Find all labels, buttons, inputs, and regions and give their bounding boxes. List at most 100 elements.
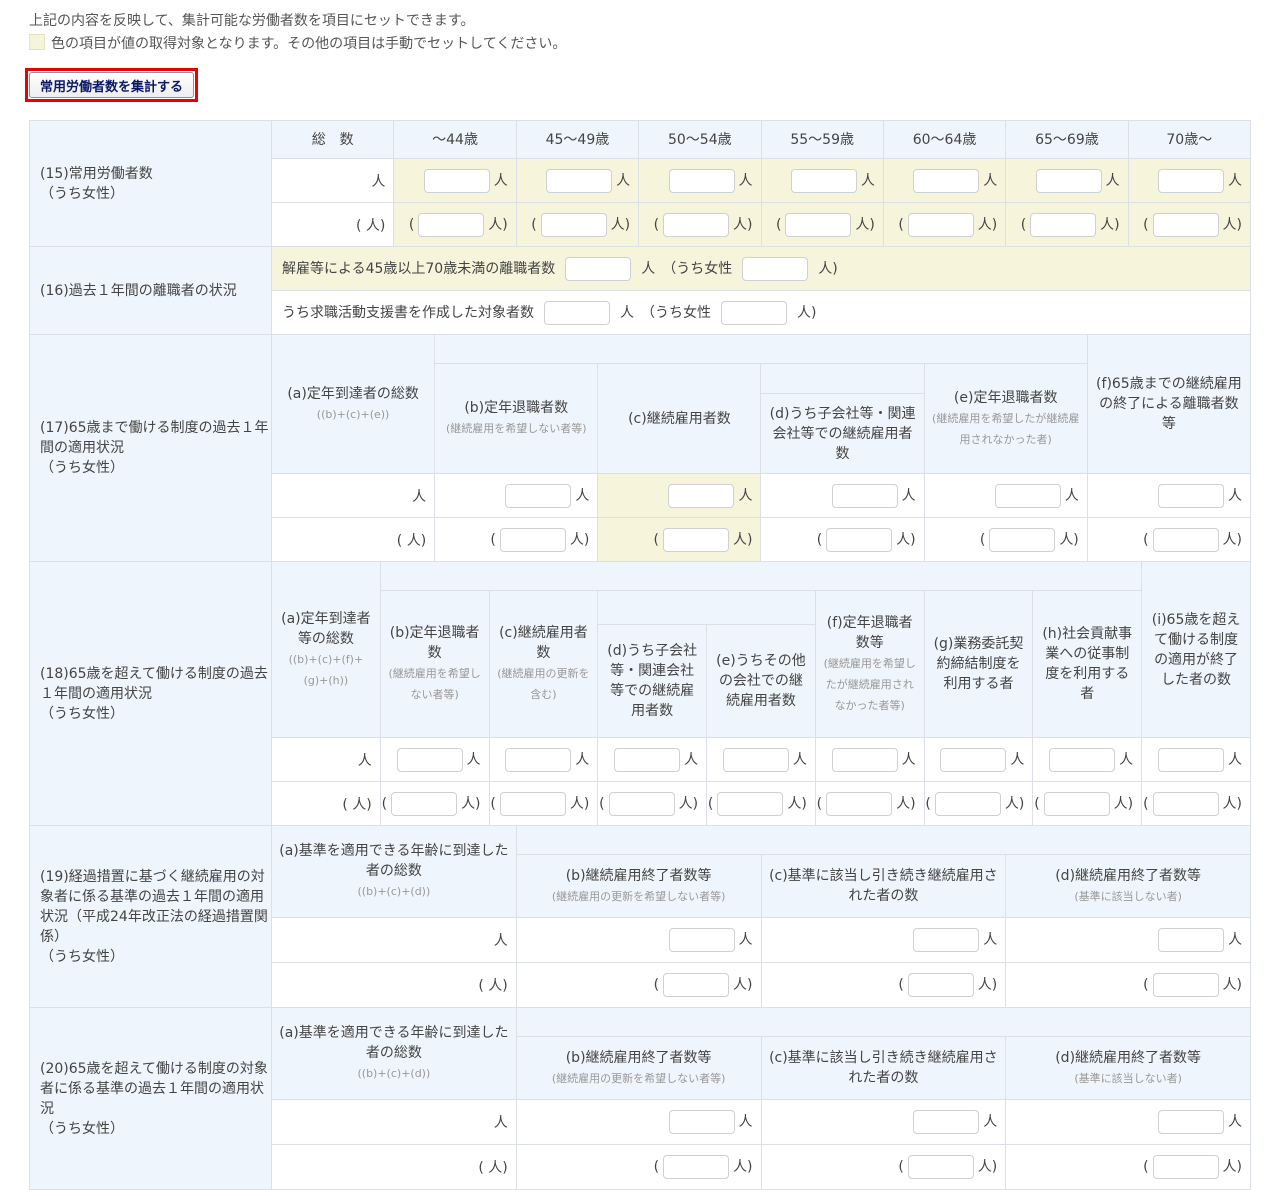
female-count-row: ( 人)(人)(人)(人)(人)(人)(人)(人)(人) <box>30 781 1251 826</box>
count-input[interactable] <box>913 1110 980 1134</box>
target-color-swatch <box>29 34 45 50</box>
count-input[interactable] <box>1158 168 1224 193</box>
count-input[interactable] <box>831 483 898 508</box>
count-input[interactable] <box>505 483 572 508</box>
female-count-input[interactable] <box>907 212 974 237</box>
job-support-count-input[interactable] <box>544 300 610 325</box>
count-input[interactable] <box>668 168 735 193</box>
count-input[interactable] <box>668 483 735 508</box>
col-header-e: (e)うちその他の会社での継続雇用者数 <box>706 624 816 738</box>
col-header-a: (a)定年到達者等の総数 ((b)+(c)+(f)+(g)+(h)) <box>271 561 381 738</box>
paren-open: ( <box>898 977 904 993</box>
total-female-unit: ( 人) <box>478 978 508 994</box>
data-cell: 人 <box>760 1099 1007 1145</box>
female-count-input[interactable] <box>1043 791 1110 816</box>
female-count-input[interactable] <box>826 791 893 816</box>
female-count-input[interactable] <box>934 791 1001 816</box>
unit-label: 人 <box>901 487 916 504</box>
data-cell: 人 <box>597 737 708 782</box>
unit-label: 人) <box>1100 216 1120 233</box>
count-input[interactable] <box>1035 168 1102 193</box>
female-count-input[interactable] <box>608 791 675 816</box>
section-20: (20)65歳を超えて働ける制度の対象者に係る基準の過去１年間の適用状況 （うち女… <box>29 1007 1252 1190</box>
female-count-input[interactable] <box>391 791 458 816</box>
dismissal-female-input[interactable] <box>742 256 809 281</box>
data-cell: ( 人) <box>271 1144 517 1190</box>
count-input[interactable] <box>1158 483 1224 508</box>
female-count-input[interactable] <box>989 527 1056 552</box>
data-cell: (人) <box>760 962 1007 1008</box>
data-cell: 人 <box>1005 917 1251 963</box>
job-support-female-input[interactable] <box>721 300 787 325</box>
header-spacer <box>597 590 816 625</box>
female-count-input[interactable] <box>663 527 729 552</box>
count-input[interactable] <box>1158 928 1224 952</box>
female-count-input[interactable] <box>499 527 566 552</box>
female-count-input[interactable] <box>1030 212 1097 237</box>
dismissal-row: 解雇等による45歳以上70歳未満の離職者数人 （うち女性 人) <box>271 246 1251 291</box>
col-header-i: (i)65歳を超えて働ける制度の適用が終了した者の数 <box>1141 561 1251 738</box>
paren-open: ( <box>1020 216 1027 233</box>
count-input[interactable] <box>1049 747 1116 772</box>
female-count-input[interactable] <box>499 791 566 816</box>
female-count-input[interactable] <box>663 973 730 997</box>
female-count-input[interactable] <box>540 212 607 237</box>
female-count-input[interactable] <box>785 212 852 237</box>
count-input[interactable] <box>1158 1110 1224 1134</box>
dismissal-count-input[interactable] <box>565 256 632 281</box>
female-count-input[interactable] <box>1152 973 1219 997</box>
unit-label: 人 <box>983 932 998 948</box>
count-input[interactable] <box>913 928 980 952</box>
female-count-input[interactable] <box>663 212 730 237</box>
female-count-input[interactable] <box>907 973 974 997</box>
female-count-input[interactable] <box>826 527 893 552</box>
female-count-input[interactable] <box>1152 212 1219 237</box>
paren-open: ( <box>925 795 931 812</box>
data-cell: ( 人) <box>1005 202 1129 247</box>
col-header: 70歳～ <box>1127 120 1252 159</box>
count-input[interactable] <box>1158 747 1224 772</box>
female-count-input[interactable] <box>1152 1155 1219 1179</box>
female-count-input[interactable] <box>663 1155 730 1179</box>
count-input[interactable] <box>546 168 613 193</box>
count-input[interactable] <box>505 747 572 772</box>
paren-open: ( <box>381 795 388 812</box>
female-count-input[interactable] <box>1152 791 1219 816</box>
col-header-c: (c)基準に該当し引き続き継続雇用された者の数 <box>760 854 1007 918</box>
count-input[interactable] <box>994 483 1061 508</box>
count-input[interactable] <box>668 928 735 952</box>
count-input[interactable] <box>913 168 980 193</box>
paren-open: ( <box>599 795 605 812</box>
data-cell: (人) <box>760 202 884 247</box>
count-input[interactable] <box>831 747 898 772</box>
female-count-input[interactable] <box>907 1155 974 1179</box>
unit-label: 人 <box>1228 487 1242 504</box>
count-input[interactable] <box>722 747 789 772</box>
count-input[interactable] <box>614 747 681 772</box>
col-header-d: (d)継続雇用終了者数等 (基準に該当しない者) <box>1005 854 1251 918</box>
unit-label: 人) <box>569 795 590 812</box>
count-input[interactable] <box>423 168 490 193</box>
female-count-input[interactable] <box>717 791 784 816</box>
female-count-input[interactable] <box>1152 527 1219 552</box>
data-cell: 人 <box>760 158 884 203</box>
paren-open: ( <box>1143 1159 1149 1175</box>
count-input[interactable] <box>940 747 1007 772</box>
total-unit: 人 <box>493 933 508 949</box>
unit-label: 人) <box>977 216 998 233</box>
count-row: 人人人人人人 <box>30 473 1252 518</box>
form-table: (15)常用労働者数 （うち女性） 総 数 ～44歳 45～49歳 50～54歳 … <box>29 120 1252 1190</box>
paren-open: ( <box>653 1159 660 1175</box>
data-cell: 人 <box>515 1099 762 1145</box>
count-input[interactable] <box>790 168 857 193</box>
unit-label: 人) <box>733 531 753 548</box>
unit-label: 人 <box>575 487 590 504</box>
data-cell: 人 <box>1032 737 1143 782</box>
aggregate-workers-button[interactable]: 常用労働者数を集計する <box>29 72 195 98</box>
intro-text: 上記の内容を反映して、集計可能な労働者数を項目にセットできます。 色の項目が値の… <box>29 10 566 56</box>
count-input[interactable] <box>668 1110 735 1134</box>
count-input[interactable] <box>396 747 463 772</box>
unit-label: 人 <box>738 932 753 948</box>
female-count-input[interactable] <box>418 212 485 237</box>
col-header-g: (g)業務委託契約締結制度を利用する者 <box>923 590 1034 738</box>
